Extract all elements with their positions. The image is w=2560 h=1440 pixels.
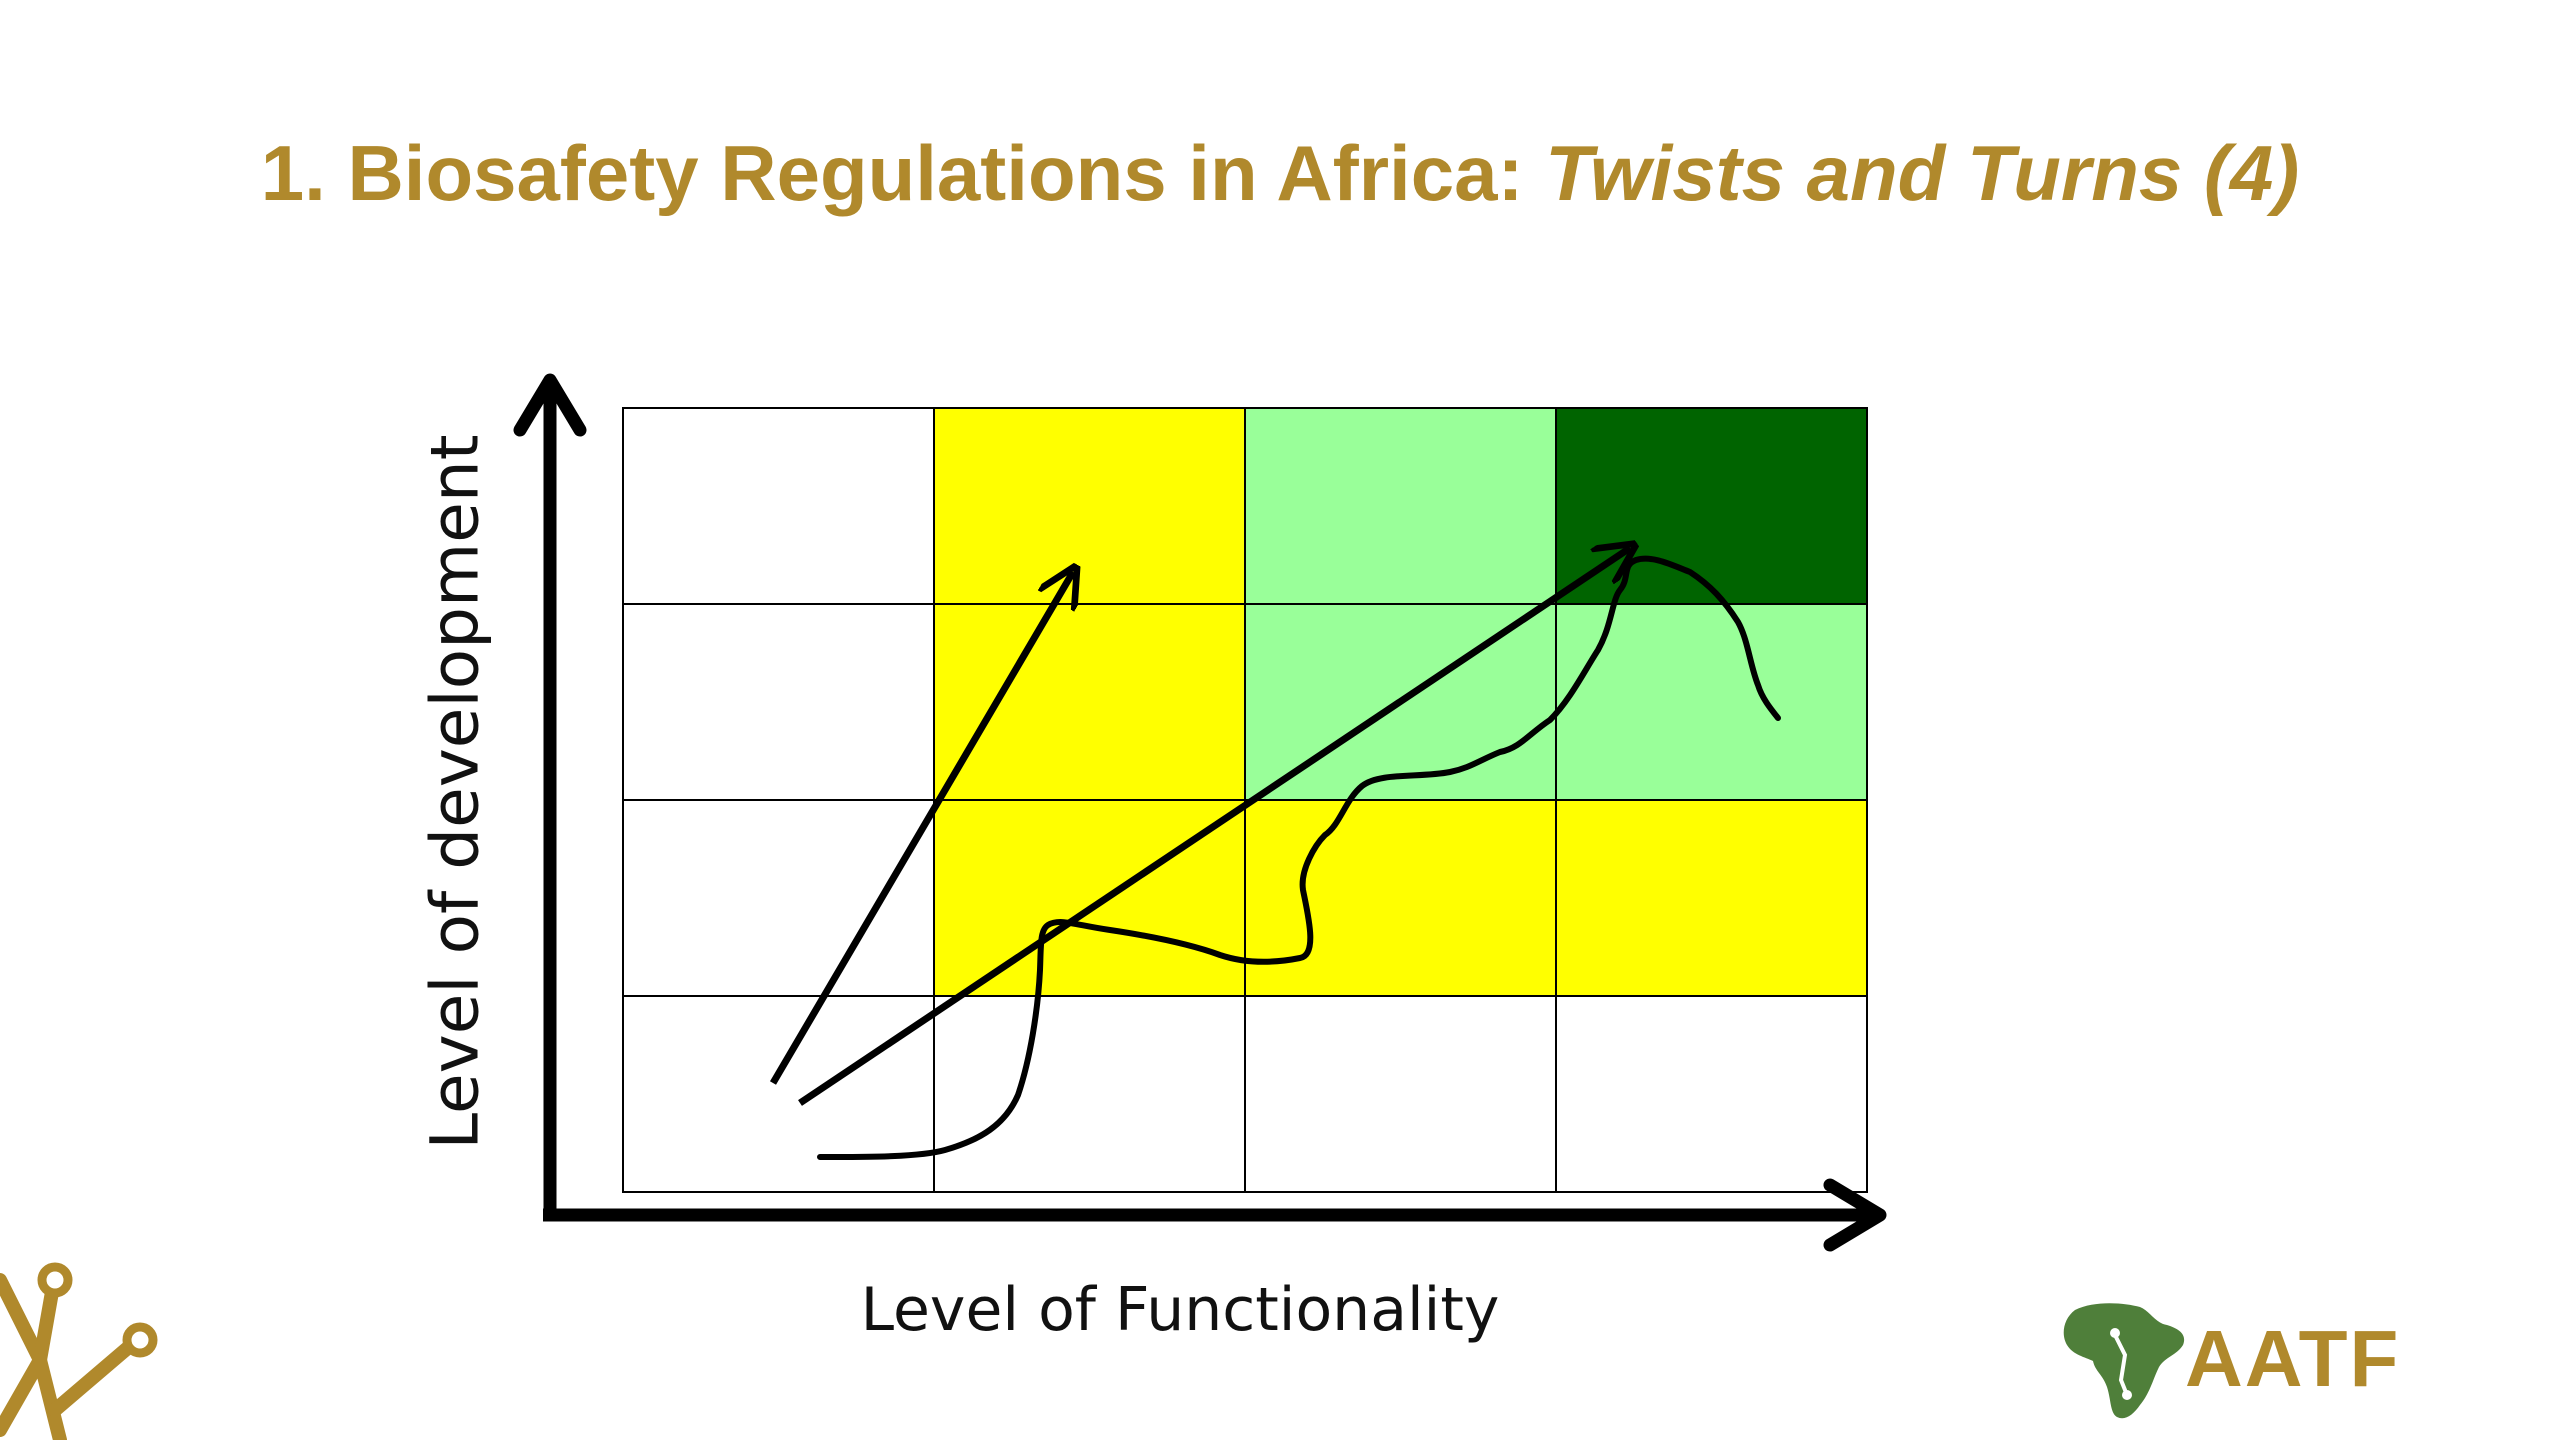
twisting-actual-path (817, 555, 1781, 1160)
grid-cell-r4-c4 (1555, 995, 1868, 1193)
grid-cell-r2-c4 (1555, 603, 1868, 801)
x-axis-arrowhead (1823, 1178, 1887, 1252)
grid-cell-r2-c2 (933, 603, 1246, 801)
grid-cell-r1-c4 (1555, 407, 1868, 605)
grid-cell-r3-c2 (933, 799, 1246, 997)
aatf-logo: AATF (2055, 1295, 2455, 1425)
grid-cell-r3-c4 (1555, 799, 1868, 997)
grid-cell-r3-c1 (622, 799, 935, 997)
grid-cell-r4-c2 (933, 995, 1246, 1193)
grid-cell-r1-c2 (933, 407, 1246, 605)
aatf-logo-text: AATF (2185, 1314, 2401, 1403)
grid-cell-r4-c1 (622, 995, 935, 1193)
grid-cell-r1-c1 (622, 407, 935, 605)
long-path-arrow (798, 548, 1630, 1106)
y-axis-arrowhead (513, 373, 587, 437)
title-emphasis: Twists and Turns (4) (1545, 129, 2300, 217)
y-axis-label: Level of development (416, 434, 494, 1150)
africa-map-icon (2063, 1303, 2185, 1419)
grid-cell-r1-c3 (1244, 407, 1557, 605)
grid-cell-r3-c3 (1244, 799, 1557, 997)
tree-branch-icon (0, 1262, 158, 1440)
steep-path-arrow (769, 572, 1073, 1085)
grid-cells (622, 407, 1868, 1193)
x-axis-label: Level of Functionality (860, 1275, 1500, 1345)
slide-title: 1. Biosafety Regulations in Africa: Twis… (0, 128, 2560, 219)
grid-cell-r2-c1 (622, 603, 935, 801)
grid-cell-r4-c3 (1244, 995, 1557, 1193)
title-prefix: 1. Biosafety Regulations in Africa: (260, 129, 1546, 217)
